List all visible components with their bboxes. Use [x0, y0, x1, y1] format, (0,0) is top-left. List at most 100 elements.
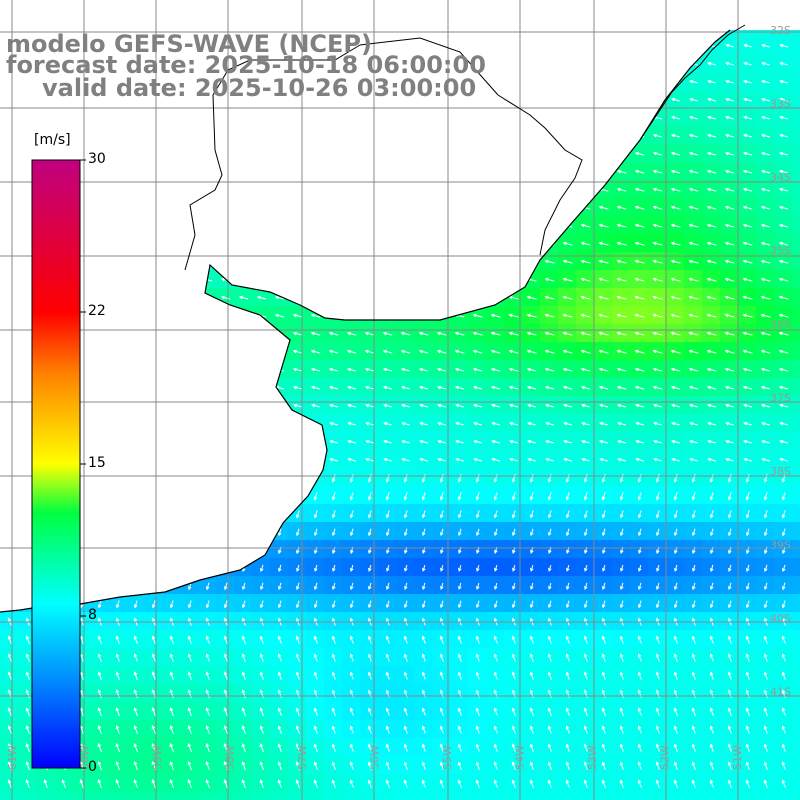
wind-arrow [742, 367, 753, 372]
wind-arrow [241, 707, 246, 716]
wind-speed-cell [792, 108, 800, 127]
wind-arrow [223, 689, 228, 698]
wind-speed-cell [594, 396, 613, 415]
wind-speed-cell [576, 522, 595, 541]
wind-speed-cell [792, 468, 800, 487]
wind-speed-cell [720, 126, 739, 145]
wind-arrow [364, 331, 375, 336]
wind-arrow [277, 582, 282, 591]
wind-arrow [760, 313, 771, 318]
wind-speed-cell [684, 144, 703, 163]
wind-arrow [367, 600, 372, 609]
wind-arrow [458, 582, 462, 591]
colorbar-tick-15: 15 [88, 455, 106, 471]
wind-speed-cell [612, 504, 631, 523]
wind-speed-cell [630, 342, 649, 361]
wind-arrow [346, 331, 357, 336]
wind-speed-cell [774, 468, 793, 487]
wind-speed-cell [378, 324, 397, 343]
wind-speed-cell [540, 486, 559, 505]
wind-arrow [313, 707, 318, 716]
colorbar-tick-8: 8 [88, 607, 97, 623]
wind-arrow [619, 653, 624, 662]
wind-arrow [544, 349, 555, 354]
wind-speed-cell [774, 450, 793, 469]
latitude-label: 33S [770, 98, 791, 111]
wind-speed-cell [594, 522, 613, 541]
wind-arrow [494, 582, 498, 591]
wind-speed-cell [738, 72, 757, 91]
wind-speed-cell [378, 540, 397, 559]
wind-speed-cell [774, 324, 793, 343]
wind-arrow [529, 635, 534, 644]
wind-arrow [727, 510, 732, 519]
wind-speed-cell [756, 180, 775, 199]
wind-speed-cell [342, 360, 361, 379]
wind-speed-cell [180, 792, 199, 800]
wind-speed-cell [738, 360, 757, 379]
wind-arrow [205, 725, 210, 735]
wind-speed-cell [486, 486, 505, 505]
wind-arrow [779, 421, 789, 426]
wind-arrow [637, 653, 642, 662]
wind-arrow [583, 743, 588, 752]
wind-speed-cell [612, 522, 631, 541]
wind-arrow [709, 492, 714, 501]
wind-arrow [724, 367, 735, 372]
wind-speed-cell [792, 432, 800, 451]
wind-speed-cell [612, 270, 631, 289]
wind-speed-cell [792, 360, 800, 379]
wind-arrow [745, 564, 750, 573]
wind-speed-cell [378, 504, 397, 523]
wind-arrow [511, 707, 516, 716]
wind-arrow [743, 439, 753, 444]
wind-speed-cell [594, 414, 613, 433]
wind-arrow [599, 439, 609, 444]
wind-arrow [637, 582, 642, 591]
wind-arrow [673, 707, 678, 716]
wind-speed-cell [738, 558, 757, 577]
wind-arrow [619, 671, 624, 680]
wind-speed-cell [486, 432, 505, 451]
wind-speed-cell [414, 486, 433, 505]
wind-arrow [725, 457, 734, 462]
wind-arrow [673, 492, 678, 501]
wind-arrow [562, 241, 573, 246]
wind-speed-cell [630, 468, 649, 487]
wind-arrow [688, 115, 699, 120]
wind-speed-cell [306, 504, 325, 523]
wind-arrow [689, 457, 698, 462]
wind-speed-cell [720, 30, 739, 37]
wind-speed-cell [738, 468, 757, 487]
wind-speed-cell [540, 540, 559, 559]
wind-arrow [526, 313, 537, 318]
wind-speed-cell [792, 738, 800, 757]
wind-speed-cell [540, 450, 559, 469]
wind-arrow [295, 707, 300, 716]
wind-speed-cell [630, 486, 649, 505]
wind-speed-cell [666, 792, 685, 800]
wind-speed-cell [324, 504, 343, 523]
wind-arrow [779, 439, 788, 444]
wind-speed-cell [576, 270, 595, 289]
wind-arrow [455, 439, 464, 444]
longitude-label: 58W [224, 745, 237, 770]
wind-arrow [421, 653, 426, 662]
wind-arrow [437, 439, 446, 444]
wind-speed-cell [234, 594, 253, 613]
wind-speed-cell [18, 792, 37, 800]
wind-speed-cell [252, 792, 271, 800]
wind-arrow [400, 385, 411, 390]
wind-speed-cell [702, 252, 721, 271]
wind-arrow [652, 403, 663, 408]
wind-arrow [671, 439, 681, 444]
wind-arrow [619, 600, 624, 609]
wind-arrow [616, 331, 627, 336]
wind-arrow [653, 457, 662, 462]
wind-speed-cell [756, 360, 775, 379]
latitude-label: 36S [770, 318, 791, 331]
wind-speed-cell [774, 36, 793, 55]
wind-arrow [385, 528, 390, 537]
wind-arrow [688, 187, 699, 192]
wind-speed-cell [468, 576, 487, 595]
